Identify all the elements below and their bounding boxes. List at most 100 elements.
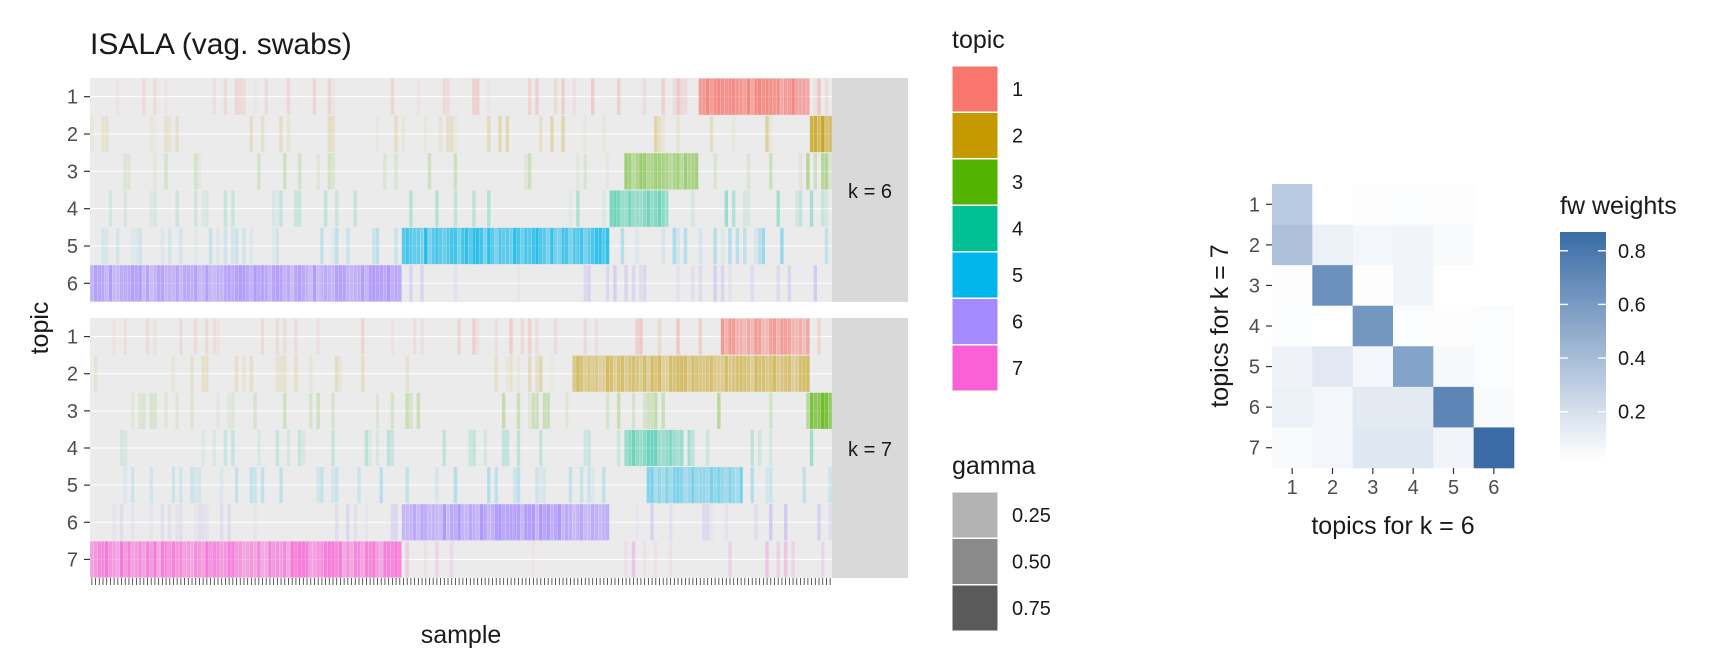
heat-cell xyxy=(706,355,710,392)
heat-cell xyxy=(616,190,621,227)
heat-cell xyxy=(583,318,587,355)
heat-cell xyxy=(501,429,506,467)
heat-cell xyxy=(713,153,717,190)
heat-cell xyxy=(446,115,450,153)
heat-cell xyxy=(642,265,647,302)
heat-cell xyxy=(661,78,665,115)
heat-cell xyxy=(772,78,777,115)
heat-cell xyxy=(821,190,825,227)
matrix-cell xyxy=(1352,346,1394,388)
heat-cell xyxy=(446,227,450,265)
heat-cell xyxy=(227,265,231,302)
heat-cell xyxy=(731,78,736,115)
heat-cell xyxy=(594,355,599,392)
matrix-cell xyxy=(1433,427,1474,469)
heat-cell xyxy=(257,429,261,467)
heat-cell xyxy=(501,504,506,541)
heat-cell xyxy=(412,227,417,265)
matrix-cell xyxy=(1312,305,1353,347)
heat-cell xyxy=(420,318,424,355)
matrix-cell xyxy=(1352,224,1394,266)
heat-cell xyxy=(698,265,702,302)
heat-cell xyxy=(242,265,246,302)
matrix-cells xyxy=(1272,184,1515,469)
heat-cell xyxy=(412,504,417,541)
y-tick-label: 5 xyxy=(1249,357,1260,379)
heat-cell xyxy=(123,541,127,578)
heat-cell xyxy=(739,78,743,115)
heat-cell xyxy=(646,190,651,227)
heat-cell xyxy=(613,355,617,392)
heat-cell xyxy=(257,541,261,578)
heat-cell xyxy=(591,78,595,115)
heat-cell xyxy=(323,265,328,302)
heat-cell xyxy=(475,504,480,541)
heat-cell xyxy=(739,318,743,355)
y-axis-title: topics for k = 7 xyxy=(1206,244,1234,407)
x-tick-label: 2 xyxy=(1327,477,1338,499)
heat-cell xyxy=(104,115,109,153)
heat-cell xyxy=(138,265,142,302)
heat-cell xyxy=(116,78,120,115)
heat-cell xyxy=(375,227,380,265)
heat-cell xyxy=(331,227,335,265)
heat-cell xyxy=(390,504,395,541)
heat-cell xyxy=(661,429,665,467)
heat-cell xyxy=(531,227,536,265)
heat-cell xyxy=(249,265,254,302)
heat-cell xyxy=(750,318,754,355)
heat-cell xyxy=(268,265,272,302)
legend-key-topic-4 xyxy=(951,205,999,252)
legend-key-gamma xyxy=(951,584,999,632)
heat-cell xyxy=(620,227,625,265)
heat-cell xyxy=(609,355,613,392)
heat-cell xyxy=(149,190,153,227)
heat-cell xyxy=(409,265,413,302)
heat-cell xyxy=(628,190,632,227)
heat-cell xyxy=(635,504,639,541)
heat-cell xyxy=(383,153,387,190)
heat-cell xyxy=(164,115,168,153)
heat-cell xyxy=(806,78,810,115)
heat-cell xyxy=(164,78,168,115)
heat-cell xyxy=(249,541,254,578)
heat-cell xyxy=(320,265,324,302)
matrix-cell xyxy=(1393,224,1434,266)
heat-cell xyxy=(602,467,606,504)
heat-cell xyxy=(583,115,587,153)
heat-cell xyxy=(635,318,639,355)
heat-cell xyxy=(650,190,654,227)
heat-cell xyxy=(442,227,447,265)
y-tick-label: 3 xyxy=(1249,275,1260,297)
heat-cell xyxy=(743,190,747,227)
heat-cell xyxy=(149,541,153,578)
heat-cell xyxy=(802,467,806,504)
heat-cell xyxy=(698,355,702,392)
heat-cell xyxy=(668,355,673,392)
heat-cell xyxy=(672,467,677,504)
heat-cell xyxy=(364,541,369,578)
heat-cell xyxy=(661,227,665,265)
heat-cell xyxy=(735,227,740,265)
heat-cell xyxy=(394,504,398,541)
heat-cell xyxy=(709,355,714,392)
heat-cell xyxy=(698,78,702,115)
heat-cell xyxy=(572,355,576,392)
heat-cell xyxy=(795,318,799,355)
heat-cell xyxy=(405,355,409,392)
panel-cells xyxy=(90,78,832,302)
heat-cell xyxy=(639,265,643,302)
legend-title: gamma xyxy=(952,452,1035,480)
heat-cell xyxy=(657,153,662,190)
heat-cell xyxy=(746,78,751,115)
heat-cell xyxy=(208,227,213,265)
heat-cell xyxy=(305,541,309,578)
heat-cell xyxy=(680,153,684,190)
matrix-cell xyxy=(1272,224,1313,266)
heat-cell xyxy=(453,467,458,504)
y-tick-label: 5 xyxy=(67,236,78,258)
heat-cell xyxy=(283,318,287,355)
heat-cell xyxy=(598,227,602,265)
heat-cell xyxy=(509,227,513,265)
matrix-cell xyxy=(1473,305,1515,347)
